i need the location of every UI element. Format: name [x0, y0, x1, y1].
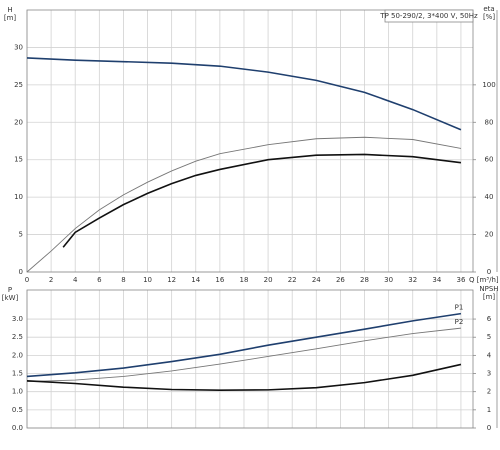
x-tick-label: 32: [408, 276, 417, 284]
x-tick-label: 28: [360, 276, 369, 284]
y-axis-unit: [kW]: [2, 294, 19, 302]
chart-title: TP 50-290/2, 3*400 V, 50Hz: [379, 12, 478, 20]
y-tick-label: 3.0: [12, 315, 23, 323]
x-tick-label: 16: [215, 276, 224, 284]
y-tick-label: 0.5: [12, 406, 23, 414]
curve: [62, 153, 462, 248]
x-tick-label: 2: [49, 276, 53, 284]
y-tick-label: 1.5: [12, 370, 23, 378]
y2-tick-label: 0: [487, 424, 491, 432]
y-tick-label: 20: [14, 118, 23, 126]
y2-axis-label: NPSH: [479, 285, 498, 293]
y2-axis-label: eta: [483, 5, 494, 13]
curve: [26, 327, 462, 382]
y-tick-label: 2.5: [12, 333, 23, 341]
y2-tick-label: 100: [482, 81, 495, 89]
curve: [26, 136, 462, 273]
x-tick-label: 26: [336, 276, 345, 284]
curve: [26, 363, 462, 392]
x-tick-label: 22: [288, 276, 297, 284]
x-tick-label: 8: [121, 276, 125, 284]
x-axis-label: Q [m³/h]: [469, 276, 499, 284]
y2-axis-unit: [%]: [483, 13, 495, 21]
y-tick-label: 5: [19, 231, 23, 239]
y2-tick-label: 80: [485, 118, 494, 126]
y2-tick-label: 40: [485, 193, 494, 201]
y2-tick-label: 5: [487, 333, 491, 341]
x-tick-label: 20: [264, 276, 273, 284]
y2-tick-label: 20: [485, 231, 494, 239]
plot-frame: [26, 289, 474, 429]
x-tick-label: 12: [167, 276, 176, 284]
curve: [26, 57, 462, 131]
y2-tick-label: 60: [485, 156, 494, 164]
y2-tick-label: 4: [487, 351, 492, 359]
title-box: [384, 9, 474, 23]
y-tick-label: 30: [14, 43, 23, 51]
y-tick-label: 0: [19, 268, 23, 276]
series-label: P1: [455, 304, 464, 312]
y-tick-label: 10: [14, 193, 23, 201]
plot-frame: [26, 9, 474, 273]
series-label: P2: [455, 318, 464, 326]
y-tick-label: 2.0: [12, 351, 23, 359]
y-tick-label: 15: [14, 156, 23, 164]
y2-tick-label: 3: [487, 370, 491, 378]
x-tick-label: 14: [191, 276, 200, 284]
x-tick-label: 36: [456, 276, 465, 284]
y2-tick-label: 1: [487, 406, 491, 414]
x-tick-label: 34: [432, 276, 441, 284]
y-axis-label: P: [8, 286, 12, 294]
y-axis-label: H: [7, 6, 12, 14]
x-tick-label: 6: [97, 276, 102, 284]
x-tick-label: 30: [384, 276, 393, 284]
x-tick-label: 24: [312, 276, 321, 284]
y-tick-label: 1.0: [12, 388, 23, 396]
x-tick-label: 18: [240, 276, 249, 284]
y-tick-label: 0.0: [12, 424, 23, 432]
y2-tick-label: 6: [487, 315, 492, 323]
x-tick-label: 0: [25, 276, 29, 284]
curve: [26, 312, 462, 378]
x-tick-label: 4: [73, 276, 78, 284]
y-axis-unit: [m]: [4, 14, 17, 22]
y2-tick-label: 2: [487, 388, 491, 396]
x-tick-label: 10: [143, 276, 152, 284]
y-tick-label: 25: [14, 81, 23, 89]
y2-tick-label: 0: [487, 268, 491, 276]
y2-axis-unit: [m]: [483, 293, 496, 301]
